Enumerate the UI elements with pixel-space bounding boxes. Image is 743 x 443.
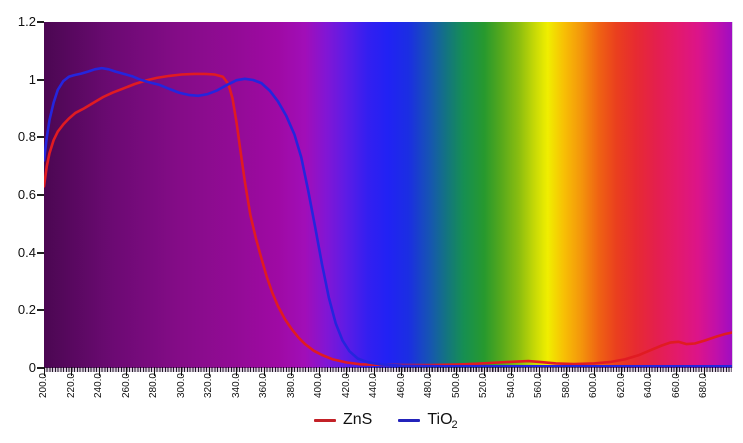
y-tick-label: 1.2 [17,14,36,29]
x-tick-label: 660.0 [670,373,682,399]
x-tick-label: 680.0 [698,373,710,399]
y-tick-mark [37,136,44,139]
x-tick-label: 320.0 [203,373,215,399]
x-tick-mark [428,367,430,376]
x-tick-mark [71,367,73,376]
x-tick-mark [483,367,485,376]
x-tick-label: 500.0 [450,373,462,399]
x-tick-mark [291,367,293,376]
x-tick-mark [511,367,513,376]
y-tick-mark [37,78,44,81]
x-tick-mark [566,367,568,376]
x-tick-label: 280.0 [148,373,160,399]
x-tick-mark [98,367,100,376]
y-tick-label: 0 [28,360,36,375]
x-tick-mark [153,367,155,376]
x-tick-mark [43,367,45,376]
legend-item-tio2: TiO2 [398,410,458,431]
x-tick-label: 380.0 [285,373,297,399]
x-tick-mark [208,367,210,376]
y-tick-mark [37,251,44,254]
y-tick-mark [37,194,44,196]
x-tick-mark [648,367,650,376]
x-tick-label: 460.0 [395,373,407,399]
x-tick-mark [676,367,678,376]
legend-item-zns: ZnS [314,410,372,431]
y-tick-mark [37,367,44,369]
x-tick-mark [126,367,128,376]
y-tick-label: 0.8 [17,129,36,145]
x-tick-label: 240.0 [93,373,105,399]
x-tick-label: 200.0 [38,373,49,399]
x-axis-minor-ticks [44,367,732,372]
x-tick-label: 220.0 [65,373,77,399]
x-tick-label: 340.0 [230,373,242,399]
y-tick-label: 0.6 [17,187,36,202]
curves-svg [44,66,732,368]
curve-zns [44,72,732,367]
x-tick-label: 480.0 [423,373,435,399]
x-tick-label: 300.0 [175,373,187,399]
x-tick-mark [593,367,595,376]
x-tick-label: 420.0 [340,373,352,399]
x-tick-mark [703,367,705,376]
x-tick-label: 540.0 [505,373,517,399]
y-tick-label: 0.4 [17,244,36,260]
y-tick-label: 0.2 [17,302,36,318]
y-tick-mark [37,21,44,23]
y-tick-label: 1 [28,71,36,87]
y-tick-mark [37,309,44,312]
tio2-line-swatch [398,419,421,422]
x-tick-mark [181,367,183,376]
x-tick-label: 600.0 [588,373,600,399]
x-tick-label: 360.0 [258,373,270,399]
x-tick-label: 620.0 [615,373,627,399]
x-tick-mark [621,367,623,376]
x-tick-mark [318,367,320,376]
x-tick-mark [346,367,348,376]
x-tick-mark [456,367,458,376]
x-tick-label: 580.0 [560,373,572,399]
x-tick-mark [236,367,238,376]
x-tick-label: 520.0 [478,373,490,399]
legend-label-tio2: TiO2 [427,411,458,431]
x-tick-label: 440.0 [368,373,380,399]
legend-label-zns: ZnS [343,411,373,428]
x-tick-mark [373,367,375,376]
curve-tio2 [44,66,732,368]
x-tick-mark [401,367,403,376]
x-tick-label: 640.0 [643,373,655,399]
x-tick-label: 400.0 [313,373,325,399]
plot-area [44,22,733,368]
zns-line-swatch [314,419,336,422]
x-tick-label: 560.0 [533,373,545,399]
x-tick-label: 260.0 [120,373,132,399]
legend: ZnS TiO2 [314,410,459,431]
x-tick-mark [538,367,540,376]
x-tick-mark [263,367,265,376]
